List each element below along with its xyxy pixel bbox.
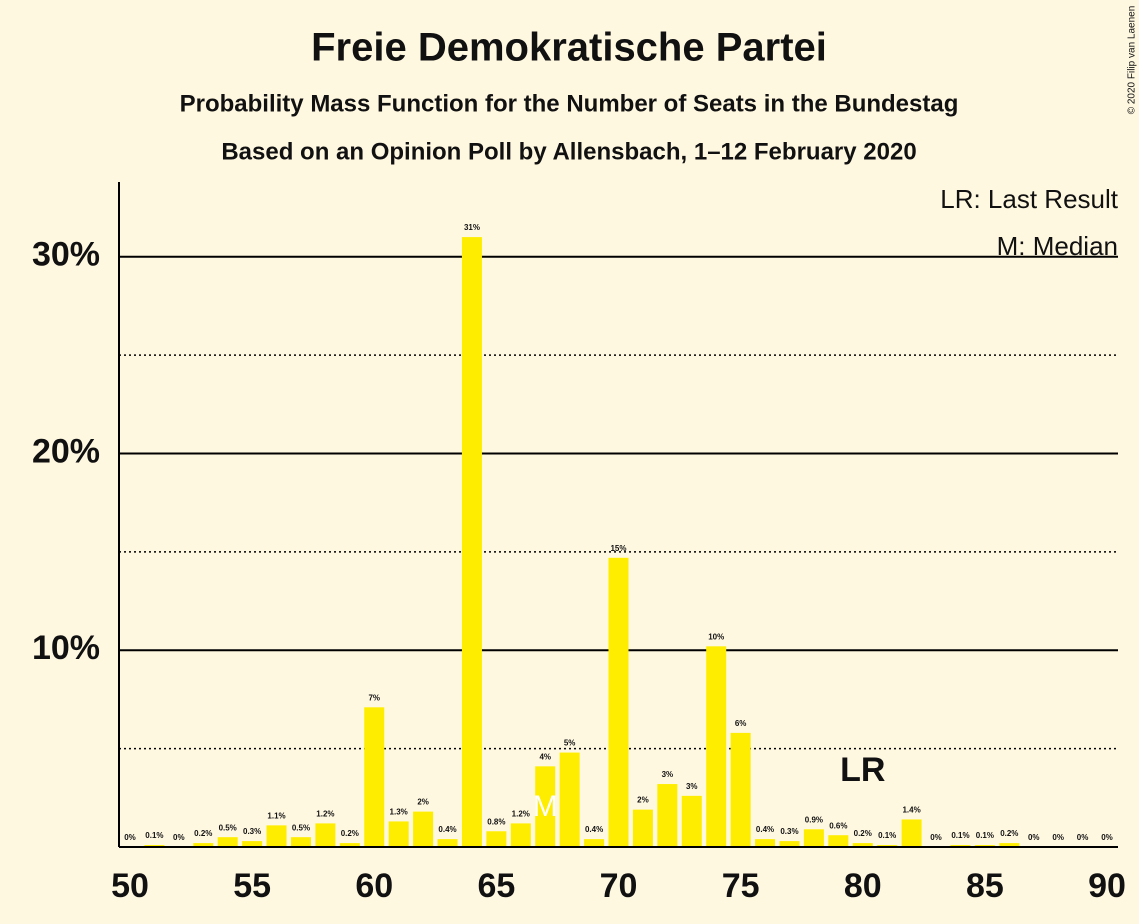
bar (437, 839, 458, 847)
bar (461, 237, 482, 848)
value-label: 0.5% (292, 823, 310, 832)
bar (608, 557, 629, 847)
value-label: 0.3% (243, 827, 261, 836)
bar (315, 823, 336, 847)
value-label: 0% (173, 833, 185, 842)
value-label: 0.4% (756, 825, 774, 834)
chart-subtitle: Probability Mass Function for the Number… (180, 90, 959, 117)
value-label: 0.2% (194, 829, 212, 838)
chart-title: Freie Demokratische Partei (311, 26, 827, 70)
y-tick-label: 20% (32, 432, 100, 470)
value-label: 0% (1052, 833, 1064, 842)
bar (632, 809, 653, 847)
bar (584, 839, 605, 847)
bar (535, 766, 556, 847)
value-label: 0.6% (829, 821, 847, 830)
value-label: 1.1% (267, 811, 285, 820)
value-label: 0.4% (438, 825, 456, 834)
x-tick-label: 55 (233, 867, 271, 905)
value-label: 0% (124, 833, 136, 842)
y-tick-label: 30% (32, 236, 100, 274)
value-label: 7% (368, 693, 380, 702)
value-label: 2% (637, 796, 649, 805)
bar (803, 829, 824, 847)
value-label: 0.1% (976, 831, 994, 840)
value-label: 0% (930, 833, 942, 842)
median-marker: M (533, 790, 558, 823)
value-label: 3% (686, 782, 698, 791)
x-tick-label: 80 (844, 867, 882, 905)
bar (706, 646, 727, 847)
bar (999, 843, 1020, 847)
chart-subtitle: Based on an Opinion Poll by Allensbach, … (221, 138, 916, 165)
value-label: 3% (662, 770, 674, 779)
value-label: 0.1% (878, 831, 896, 840)
value-label: 0.5% (219, 823, 237, 832)
bar (364, 707, 385, 847)
value-label: 0.2% (854, 829, 872, 838)
value-label: 0.2% (341, 829, 359, 838)
bar (901, 819, 922, 847)
value-label: 5% (564, 739, 576, 748)
value-label: 0.2% (1000, 829, 1018, 838)
bar (852, 843, 873, 847)
bar (755, 839, 776, 847)
value-label: 0.3% (780, 827, 798, 836)
bar (657, 784, 678, 847)
value-label: 0.4% (585, 825, 603, 834)
value-label: 15% (610, 544, 626, 553)
bar (559, 752, 580, 847)
bar (290, 837, 311, 847)
x-tick-label: 90 (1088, 867, 1126, 905)
legend-entry: LR: Last Result (940, 184, 1119, 214)
bar (388, 821, 409, 847)
value-label: 0.1% (145, 831, 163, 840)
value-label: 1.2% (316, 809, 334, 818)
value-label: 10% (708, 632, 724, 641)
value-label: 0.1% (951, 831, 969, 840)
value-label: 2% (417, 798, 429, 807)
value-label: 1.2% (512, 809, 530, 818)
x-tick-label: 50 (111, 867, 149, 905)
value-label: 6% (735, 719, 747, 728)
x-tick-label: 60 (355, 867, 393, 905)
value-label: 0% (1028, 833, 1040, 842)
value-label: 0.8% (487, 817, 505, 826)
value-label: 31% (464, 223, 480, 232)
bar (266, 825, 287, 847)
bar (217, 837, 238, 847)
value-label: 1.4% (902, 806, 920, 815)
bar (413, 811, 434, 847)
bar (486, 831, 507, 847)
bar (730, 732, 751, 847)
bar (193, 843, 214, 847)
bar (779, 841, 800, 847)
bar (510, 823, 531, 847)
value-label: 0% (1101, 833, 1113, 842)
bar (339, 843, 360, 847)
value-label: 0% (1077, 833, 1089, 842)
y-tick-label: 10% (32, 629, 100, 667)
last-result-marker: LR (840, 751, 885, 789)
value-label: 0.9% (805, 815, 823, 824)
x-tick-label: 75 (722, 867, 760, 905)
copyright: © 2020 Filip van Laenen (1127, 6, 1138, 115)
bar (681, 795, 702, 847)
x-tick-label: 65 (477, 867, 515, 905)
bar (828, 835, 849, 847)
x-tick-label: 70 (600, 867, 638, 905)
x-tick-label: 85 (966, 867, 1004, 905)
value-label: 1.3% (390, 808, 408, 817)
bar (242, 841, 263, 847)
value-label: 4% (539, 752, 551, 761)
